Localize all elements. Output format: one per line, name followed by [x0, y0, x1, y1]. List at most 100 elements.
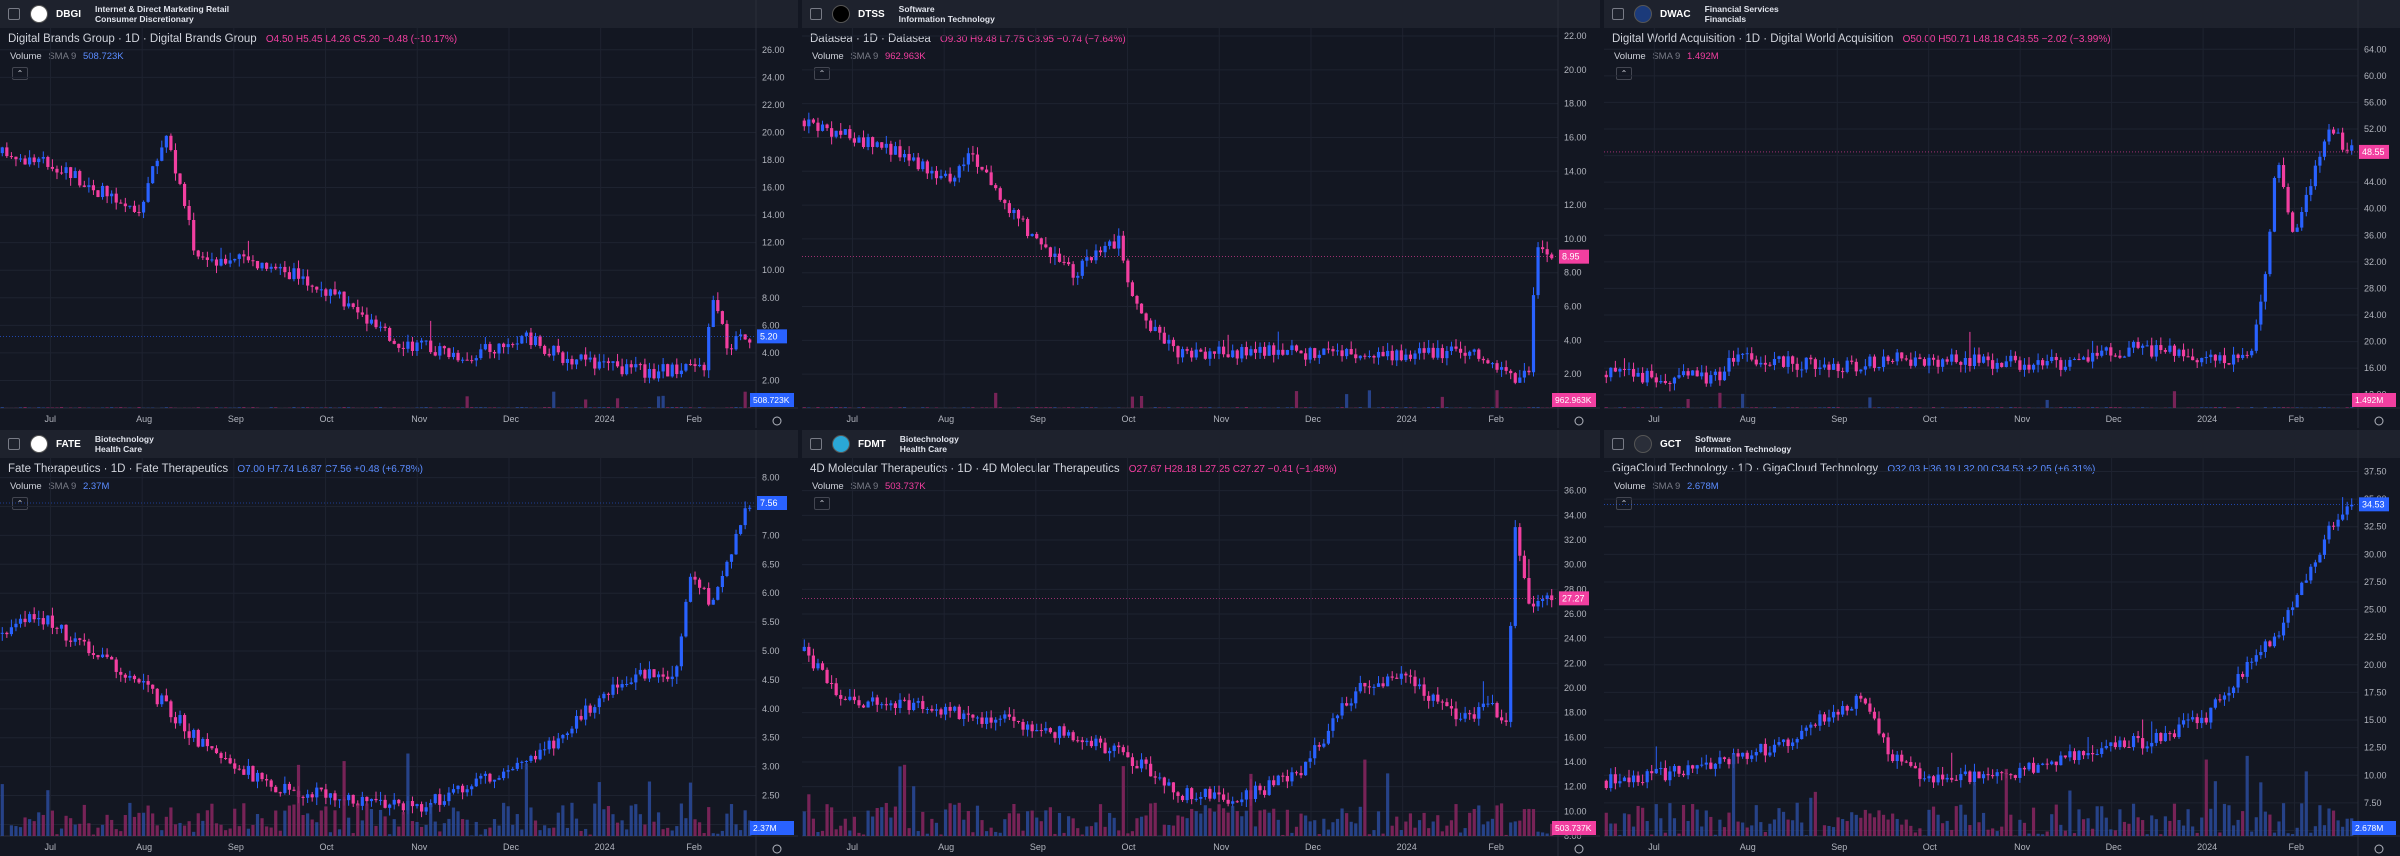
symbol-ticker[interactable]: DWAC [1660, 8, 1691, 20]
candle-body [1522, 370, 1526, 378]
settings-gear-icon[interactable] [1574, 416, 1584, 426]
candle-body [1918, 357, 1922, 360]
candle-body [1249, 349, 1253, 356]
volume-bar [1654, 407, 1658, 408]
collapse-chevron-icon[interactable]: ⌃ [12, 497, 28, 510]
candle-body [2300, 582, 2304, 595]
chart-panel-fate[interactable]: FATE Biotechnology Health Care Fate Ther… [0, 430, 798, 856]
candle-body [729, 348, 734, 350]
candle-body [2318, 554, 2322, 563]
price-chart[interactable]: 22.0020.0018.0016.0014.0012.0010.008.006… [802, 0, 1600, 428]
candle-body [447, 792, 451, 802]
symbol-ticker[interactable]: FDMT [858, 438, 886, 450]
chart-panel-dwac[interactable]: DWAC Financial Services Financials Digit… [1604, 0, 2400, 428]
candle-body [1618, 781, 1622, 784]
candle-body [1913, 765, 1917, 769]
candle-body [451, 789, 456, 793]
settings-gear-icon[interactable] [2374, 844, 2384, 854]
volume-bar [2236, 407, 2240, 408]
volume-bar [1631, 826, 1636, 836]
volume-bar [1231, 806, 1235, 836]
volume-bar [328, 407, 333, 408]
select-checkbox[interactable] [8, 8, 20, 20]
volume-bar [1440, 396, 1444, 408]
candle-body [1963, 771, 1967, 775]
candle-body [1139, 303, 1144, 314]
select-checkbox[interactable] [1612, 438, 1624, 450]
candle-body [2295, 227, 2299, 232]
symbol-ticker[interactable]: DTSS [858, 8, 885, 20]
volume-bar [2322, 825, 2327, 836]
candle-body [410, 801, 415, 807]
select-checkbox[interactable] [1612, 8, 1624, 20]
price-chart[interactable]: 26.0024.0022.0020.0018.0016.0014.0012.00… [0, 0, 798, 428]
candle-body [173, 150, 178, 174]
price-chart[interactable]: 37.5035.0032.5030.0027.5025.0022.5020.00… [1604, 430, 2400, 856]
select-checkbox[interactable] [8, 438, 20, 450]
candle-body [2181, 349, 2186, 357]
candle-body [2041, 360, 2045, 366]
price-chart[interactable]: 64.0060.0056.0052.0048.0044.0040.0036.00… [1604, 0, 2400, 428]
x-tick-label: Feb [2289, 842, 2305, 852]
volume-bar [939, 834, 943, 836]
candle-body [1258, 346, 1262, 353]
settings-gear-icon[interactable] [772, 844, 782, 854]
candle-body [1367, 355, 1372, 357]
settings-gear-icon[interactable] [2374, 416, 2384, 426]
x-tick-label: 2024 [1397, 842, 1417, 852]
chart-panel-dtss[interactable]: DTSS Software Information Technology Dat… [802, 0, 1600, 428]
candle-body [315, 286, 319, 290]
volume-bar [1795, 407, 1799, 408]
price-tag-bg [1559, 249, 1589, 264]
candle-body [319, 787, 323, 790]
candle-body [907, 153, 911, 161]
candle-body [693, 364, 697, 367]
candle-body [1922, 778, 1927, 780]
price-chart[interactable]: 36.0034.0032.0030.0028.0026.0024.0022.00… [802, 430, 1600, 856]
collapse-chevron-icon[interactable]: ⌃ [12, 67, 28, 80]
candle-body [1221, 794, 1226, 800]
volume-label: Volume [10, 481, 42, 492]
volume-bar [132, 816, 137, 836]
chart-panel-fdmt[interactable]: FDMT Biotechnology Health Care 4D Molecu… [802, 430, 1600, 856]
price-chart[interactable]: 8.007.507.006.506.005.505.004.504.003.50… [0, 430, 798, 856]
symbol-ticker[interactable]: FATE [56, 438, 81, 450]
settings-gear-icon[interactable] [772, 416, 782, 426]
volume-bar [811, 818, 815, 836]
candle-body [1972, 354, 1977, 367]
symbol-ticker[interactable]: GCT [1660, 438, 1682, 450]
volume-bar [994, 392, 998, 408]
volume-bar [666, 827, 670, 836]
collapse-chevron-icon[interactable]: ⌃ [814, 497, 830, 510]
collapse-chevron-icon[interactable]: ⌃ [1616, 67, 1632, 80]
candle-body [2136, 341, 2140, 348]
chart-panel-dbgi[interactable]: DBGI Internet & Direct Marketing Retail … [0, 0, 798, 428]
candle-body [2145, 746, 2149, 749]
candle-body [2259, 301, 2263, 325]
x-tick-label: Oct [1923, 414, 1938, 424]
chart-panel-gct[interactable]: GCT Software Information Technology Giga… [1604, 430, 2400, 856]
select-checkbox[interactable] [810, 8, 822, 20]
candle-body [2318, 156, 2322, 166]
x-tick-label: Nov [2014, 842, 2031, 852]
candle-body [2109, 742, 2113, 747]
candle-body [37, 158, 41, 163]
candle-body [861, 705, 866, 708]
collapse-chevron-icon[interactable]: ⌃ [1616, 497, 1632, 510]
volume-bar [456, 811, 460, 836]
symbol-ticker[interactable]: DBGI [56, 8, 81, 20]
settings-gear-icon[interactable] [1574, 844, 1584, 854]
candle-body [55, 168, 59, 173]
volume-bar [529, 807, 533, 836]
volume-bar [884, 802, 888, 836]
volume-bar [2236, 819, 2240, 836]
collapse-chevron-icon[interactable]: ⌃ [814, 67, 830, 80]
volume-bar [1290, 832, 1294, 836]
candle-body [2263, 641, 2267, 652]
select-checkbox[interactable] [810, 438, 822, 450]
volume-bar [1991, 828, 1995, 836]
sector-label: Software [1695, 434, 1732, 444]
volume-bar [725, 813, 729, 836]
candle-body [1358, 355, 1362, 359]
candle-body [1376, 351, 1381, 358]
